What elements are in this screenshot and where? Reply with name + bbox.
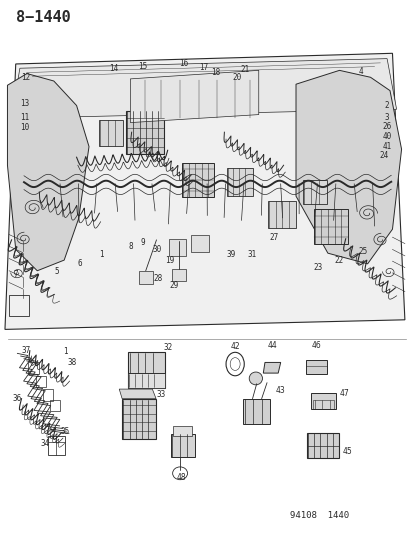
Text: 45: 45: [342, 448, 352, 456]
Bar: [126, 111, 164, 154]
Text: 47: 47: [339, 389, 349, 398]
Text: 17: 17: [199, 63, 208, 71]
Text: 36: 36: [13, 394, 22, 403]
Bar: [169, 239, 186, 256]
Bar: [172, 269, 186, 281]
Text: 16: 16: [179, 60, 188, 68]
Text: 11: 11: [20, 113, 29, 122]
Text: 94108  1440: 94108 1440: [289, 511, 348, 520]
Text: 44: 44: [267, 341, 277, 350]
Polygon shape: [7, 74, 89, 271]
Text: 48: 48: [176, 473, 186, 481]
Text: 41: 41: [382, 142, 391, 150]
Text: 46: 46: [311, 341, 320, 350]
Text: 34: 34: [41, 439, 50, 448]
Bar: [191, 235, 208, 252]
Text: 19: 19: [165, 256, 174, 264]
Bar: [313, 209, 347, 244]
Bar: [182, 163, 214, 197]
Text: 24: 24: [379, 151, 388, 160]
Text: 1: 1: [63, 348, 68, 356]
Text: 10: 10: [20, 124, 29, 132]
Text: 21: 21: [240, 65, 249, 74]
Text: 29: 29: [169, 281, 178, 289]
Text: 2: 2: [384, 101, 389, 110]
Bar: [9, 295, 29, 316]
Bar: [268, 201, 296, 228]
Text: 43: 43: [275, 386, 285, 394]
Polygon shape: [12, 59, 396, 118]
Bar: [313, 400, 333, 409]
Text: 31: 31: [247, 251, 256, 259]
Bar: [139, 271, 153, 284]
Text: 4: 4: [358, 68, 363, 76]
Text: 40: 40: [382, 132, 391, 141]
Polygon shape: [5, 53, 404, 329]
Text: 1: 1: [99, 251, 104, 259]
Text: 5: 5: [55, 268, 59, 276]
Bar: [306, 433, 339, 458]
Text: 8−1440: 8−1440: [16, 10, 70, 25]
Bar: [243, 399, 270, 424]
Text: 20: 20: [232, 73, 241, 82]
Bar: [36, 376, 46, 387]
Polygon shape: [130, 70, 258, 123]
Text: 30: 30: [152, 245, 161, 254]
Bar: [226, 168, 252, 196]
Text: 6: 6: [77, 260, 82, 268]
Text: 14: 14: [109, 64, 118, 72]
Bar: [127, 352, 164, 388]
Text: 35: 35: [61, 427, 70, 436]
Polygon shape: [263, 362, 280, 373]
Ellipse shape: [249, 372, 262, 385]
Bar: [302, 180, 326, 204]
Bar: [311, 393, 335, 409]
Polygon shape: [295, 70, 401, 264]
Text: 25: 25: [358, 247, 367, 256]
Text: 9: 9: [140, 238, 145, 247]
Polygon shape: [119, 389, 156, 399]
Text: 13: 13: [20, 100, 29, 108]
Text: 38: 38: [68, 358, 77, 367]
Bar: [50, 400, 60, 411]
Text: 39: 39: [226, 251, 235, 259]
Bar: [305, 360, 326, 374]
Text: 27: 27: [269, 233, 278, 241]
Bar: [127, 373, 164, 388]
Bar: [173, 426, 191, 436]
Text: 28: 28: [153, 274, 162, 282]
Text: 3: 3: [384, 113, 389, 122]
Text: 8: 8: [128, 242, 133, 251]
Bar: [98, 120, 122, 146]
Text: 32: 32: [163, 343, 172, 352]
Bar: [47, 436, 65, 455]
Text: 7: 7: [13, 270, 18, 279]
Text: 15: 15: [138, 62, 147, 70]
Text: 12: 12: [21, 74, 30, 82]
Text: 18: 18: [211, 68, 220, 77]
Bar: [170, 434, 194, 457]
Text: 33: 33: [156, 390, 165, 399]
Text: 23: 23: [313, 263, 322, 272]
Text: 37: 37: [21, 346, 30, 355]
Bar: [43, 389, 53, 401]
Text: 42: 42: [230, 342, 240, 351]
Text: 26: 26: [382, 123, 391, 131]
Bar: [122, 399, 156, 439]
Bar: [28, 362, 38, 374]
Text: 22: 22: [333, 256, 342, 264]
